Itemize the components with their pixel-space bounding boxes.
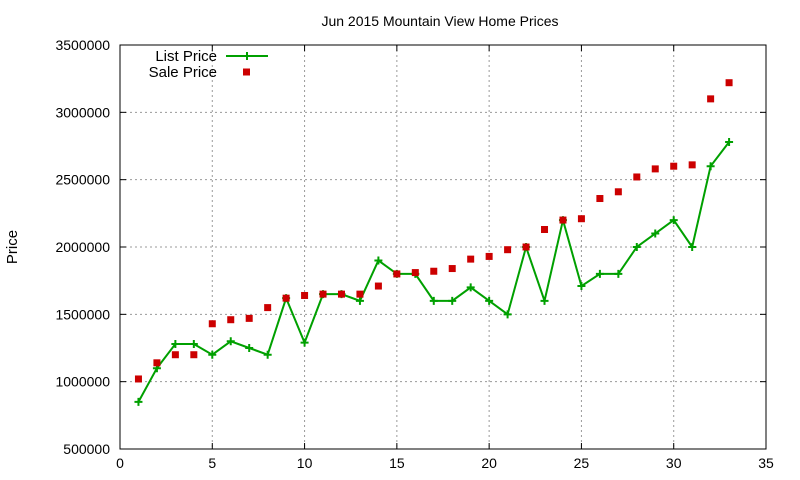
- sale-price-point: [633, 173, 641, 181]
- plot-frame: [119, 44, 767, 450]
- list-price-point: [208, 350, 217, 359]
- sale-price-point: [374, 282, 382, 290]
- sale-price-point: [448, 265, 456, 273]
- list-price-point: [429, 296, 438, 305]
- x-tick-label: 10: [297, 455, 313, 471]
- sale-price-point: [522, 243, 530, 251]
- series-layer: [134, 79, 734, 406]
- x-tick-label: 25: [574, 455, 590, 471]
- list-price-point: [651, 229, 660, 238]
- list-price-point: [374, 256, 383, 265]
- list-price-point: [688, 243, 697, 251]
- list-price-point: [540, 296, 549, 305]
- list-price-point: [706, 162, 715, 171]
- legend-marker-list-price: [243, 52, 251, 60]
- sale-price-point: [707, 95, 715, 103]
- list-price-point: [466, 283, 475, 292]
- sale-price-point: [393, 270, 401, 278]
- sale-price-point: [264, 304, 272, 312]
- sale-price-point: [245, 314, 253, 322]
- sale-price-point: [190, 351, 198, 359]
- x-tick-label: 5: [208, 455, 216, 471]
- grid: [120, 45, 766, 449]
- sale-price-point: [670, 162, 678, 170]
- sale-price-point: [227, 316, 235, 324]
- sale-price-point: [282, 294, 290, 302]
- y-tick-label: 1500000: [55, 306, 110, 322]
- sale-price-point: [319, 290, 327, 298]
- sale-price-point: [337, 290, 345, 298]
- y-tick-label: 3000000: [55, 104, 110, 120]
- list-price-point: [669, 216, 678, 225]
- x-tick-label: 30: [666, 455, 682, 471]
- sale-price-point: [467, 255, 475, 263]
- x-tick-label: 0: [116, 455, 124, 471]
- sale-price-point: [356, 290, 364, 298]
- y-tick-label: 2500000: [55, 172, 110, 188]
- legend-marker-sale-price: [243, 68, 250, 76]
- list-price-point: [355, 296, 364, 305]
- sale-price-point: [614, 188, 622, 196]
- sale-price-point: [541, 225, 549, 233]
- sale-price-point: [504, 246, 512, 254]
- sale-price-point: [430, 267, 438, 275]
- list-price-point: [503, 310, 512, 319]
- y-axis-label: Price: [4, 230, 21, 264]
- sale-price-point: [153, 359, 161, 367]
- sale-price-point: [725, 79, 733, 87]
- sale-price-point: [301, 291, 309, 299]
- list-price-point: [263, 350, 272, 359]
- list-price-point: [614, 269, 623, 278]
- legend-label-sale-price: Sale Price: [149, 64, 217, 81]
- y-tick-label: 500000: [63, 441, 110, 457]
- list-price-point: [300, 338, 309, 347]
- y-tick-label: 2000000: [55, 239, 110, 255]
- y-tick-label: 1000000: [55, 374, 110, 390]
- sale-price-point: [171, 351, 179, 359]
- x-tick-label: 20: [481, 455, 497, 471]
- list-price-point: [134, 397, 143, 406]
- list-price-point: [632, 243, 641, 251]
- list-price-point: [485, 296, 494, 305]
- list-price-point: [577, 282, 586, 291]
- sale-price-point: [559, 216, 567, 224]
- list-price-point: [595, 269, 604, 278]
- sale-price-point: [411, 269, 419, 277]
- sale-price-point: [596, 195, 604, 203]
- sale-price-point: [134, 375, 142, 383]
- list-price-point: [245, 344, 254, 352]
- sale-price-point: [651, 165, 659, 173]
- list-price-point: [171, 339, 180, 348]
- list-price-point: [226, 337, 235, 346]
- y-tick-label: 3500000: [55, 37, 110, 53]
- sale-price-point: [208, 320, 216, 328]
- x-tick-label: 35: [758, 455, 774, 471]
- list-price-point: [725, 137, 734, 146]
- legend-label-list-price: List Price: [155, 48, 217, 65]
- list-price-point: [448, 296, 457, 305]
- x-tick-label: 15: [389, 455, 405, 471]
- sale-price-point: [577, 215, 585, 223]
- axis-ticks: 0 5 10 15 20 25 30 35 500000 1000000 1500000 200000…: [55, 37, 774, 471]
- sale-price-point: [485, 252, 493, 260]
- sale-price-point: [688, 161, 696, 169]
- chart-title: Jun 2015 Mountain View Home Prices: [321, 13, 558, 29]
- list-price-point: [189, 339, 198, 348]
